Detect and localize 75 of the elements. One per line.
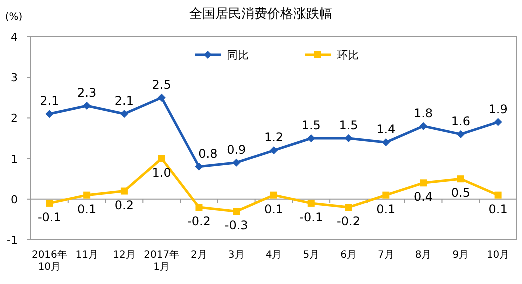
- point: [270, 146, 278, 155]
- data-label: 1.0: [152, 166, 172, 180]
- data-label: 1.2: [264, 130, 284, 145]
- data-label: 0.5: [451, 186, 470, 200]
- x-tick-label: 2017年 1月: [144, 249, 180, 273]
- y-tick-label: 0: [11, 193, 18, 206]
- point: [420, 180, 428, 187]
- point: [382, 138, 390, 147]
- point: [270, 192, 278, 199]
- point: [382, 192, 390, 199]
- x-tick-label: 3月: [228, 250, 245, 261]
- data-label: -0.1: [38, 210, 62, 224]
- x-tick-label: 8月: [415, 250, 432, 261]
- point: [46, 200, 54, 207]
- data-label: -0.1: [300, 210, 324, 224]
- x-tick-label: 2月: [191, 250, 208, 261]
- x-tick-label: 12月: [113, 250, 136, 261]
- data-label: 2.1: [40, 94, 60, 108]
- y-tick-label: 2: [11, 112, 18, 126]
- data-label: 0.1: [376, 202, 396, 216]
- point: [494, 192, 502, 199]
- chart-title: 全国居民消费价格涨跌幅: [190, 7, 332, 22]
- point: [46, 110, 54, 118]
- x-tick-label: 9月: [452, 250, 470, 261]
- point: [233, 208, 240, 216]
- data-label: 1.6: [451, 114, 470, 128]
- point: [120, 110, 128, 118]
- point: [494, 118, 502, 126]
- point: [457, 176, 464, 183]
- point: [158, 94, 166, 102]
- point: [307, 134, 316, 142]
- data-label: 1.5: [339, 118, 358, 132]
- point: [232, 158, 241, 167]
- point: [84, 192, 91, 199]
- point: [120, 188, 128, 195]
- point: [158, 155, 166, 162]
- x-tick-label: 2016年 10月: [32, 249, 68, 273]
- point: [195, 162, 204, 171]
- legend-label: 环比: [337, 49, 359, 62]
- data-label: 0.4: [414, 190, 434, 204]
- data-label: -0.3: [224, 218, 248, 233]
- point: [420, 122, 428, 130]
- x-tick-label: 6月: [340, 250, 357, 261]
- data-label: 1.8: [414, 106, 434, 120]
- x-tick-label: 10月: [486, 250, 510, 261]
- point: [308, 200, 315, 207]
- y-tick-label: -1: [7, 234, 18, 247]
- data-label: 1.5: [302, 118, 321, 132]
- data-label: 0.2: [114, 198, 134, 212]
- data-label: 0.1: [78, 202, 97, 216]
- point: [456, 130, 465, 138]
- data-label: -0.2: [188, 214, 211, 229]
- data-label: 2.1: [114, 94, 134, 108]
- data-label: 0.8: [198, 146, 218, 161]
- x-tick-label: 5月: [303, 250, 320, 261]
- data-label: 0.1: [488, 202, 508, 216]
- data-label: 2.5: [152, 78, 172, 92]
- x-tick-label: 11月: [76, 250, 98, 261]
- data-label: 0.1: [264, 202, 284, 216]
- y-tick-label: 3: [11, 72, 18, 85]
- data-label: 2.3: [78, 86, 97, 100]
- data-label: -0.2: [337, 214, 360, 229]
- data-label: 1.4: [376, 122, 396, 137]
- data-label: 0.9: [227, 142, 246, 157]
- x-tick-label: 7月: [378, 250, 394, 261]
- point: [196, 204, 203, 212]
- x-tick-label: 4月: [266, 250, 282, 261]
- y-tick-label: 1: [11, 152, 18, 166]
- y-tick-label: 4: [11, 31, 18, 44]
- legend-label: 同比: [227, 49, 249, 62]
- data-label: 1.9: [488, 102, 508, 116]
- y-axis-title: (%): [5, 12, 23, 23]
- point: [344, 134, 353, 142]
- point: [345, 204, 352, 212]
- point: [83, 102, 92, 110]
